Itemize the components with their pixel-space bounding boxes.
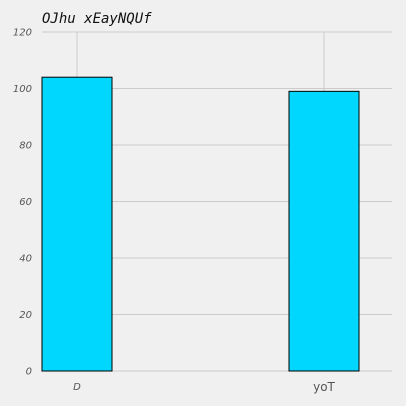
bars [41,76,360,372]
bar-yot [288,90,360,372]
y-tick-label: 100 [13,84,32,95]
y-tick-label: 20 [19,310,32,321]
x-tick-label: D [73,382,81,393]
y-tick-label: 0 [26,367,32,378]
y-tick-label: 60 [19,197,32,208]
y-tick-label: 80 [19,141,32,152]
chart-title: OJhu xEayNQUf [42,11,152,27]
y-tick-label: 120 [13,28,32,39]
y-tick-labels: 0 20 40 60 80 100 120 [13,28,32,378]
y-tick-label: 40 [19,254,32,265]
x-tick-label: yoT [313,380,335,394]
bar-d [41,76,113,372]
